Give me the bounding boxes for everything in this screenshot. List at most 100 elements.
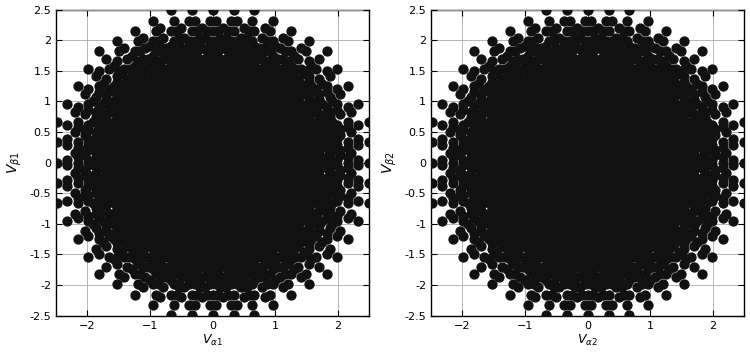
Point [262, 167, 274, 173]
Point [240, 164, 252, 170]
Point [574, 91, 586, 97]
Point [162, 109, 174, 114]
Point [183, 94, 195, 99]
Point [554, 214, 566, 219]
Point [209, 205, 221, 211]
Point [561, 190, 573, 195]
Point [544, 142, 556, 148]
Point [563, 170, 575, 176]
Point [241, 167, 253, 173]
Point [696, 271, 708, 277]
Point [282, 144, 294, 150]
Point [572, 122, 584, 127]
Point [496, 173, 508, 178]
Point [144, 154, 156, 160]
Point [124, 107, 136, 113]
Point [305, 221, 317, 227]
Point [678, 109, 690, 114]
Point [543, 18, 555, 23]
Point [147, 120, 159, 125]
Point [576, 89, 588, 95]
Point [217, 157, 229, 163]
Point [603, 130, 615, 136]
Point [165, 200, 177, 206]
Point [176, 190, 188, 195]
Point [305, 119, 317, 125]
Point [678, 200, 690, 206]
Point [579, 53, 591, 59]
Point [580, 96, 592, 102]
Point [683, 150, 695, 155]
Point [258, 236, 270, 242]
Point [118, 168, 130, 174]
Point [572, 200, 584, 206]
Point [178, 76, 190, 82]
Point [136, 56, 148, 61]
Point [595, 284, 607, 290]
Point [670, 178, 682, 183]
Point [173, 176, 185, 181]
Point [543, 190, 555, 196]
Point [579, 200, 591, 206]
Point [509, 162, 520, 168]
Point [256, 91, 268, 97]
Point [541, 157, 553, 163]
Point [298, 132, 310, 138]
Point [540, 125, 552, 130]
Point [219, 58, 231, 64]
Point [584, 208, 596, 214]
Point [140, 86, 152, 92]
Point [662, 53, 674, 59]
Point [551, 154, 563, 160]
Point [668, 147, 680, 153]
Point [581, 183, 593, 189]
Point [116, 147, 128, 153]
Point [636, 176, 648, 181]
Point [561, 150, 573, 156]
Point [233, 134, 245, 139]
Point [116, 193, 128, 199]
Point [646, 182, 658, 188]
Point [124, 254, 136, 259]
Point [527, 79, 539, 85]
Point [626, 109, 638, 114]
Point [282, 282, 294, 287]
Point [321, 200, 333, 206]
Point [563, 225, 575, 231]
Point [256, 228, 268, 234]
Point [616, 91, 628, 97]
Point [517, 76, 529, 82]
Point [662, 211, 674, 217]
Point [209, 129, 221, 135]
Point [675, 154, 687, 160]
Point [603, 150, 615, 156]
Point [243, 134, 255, 139]
Point [160, 254, 172, 259]
Point [527, 140, 539, 146]
Point [647, 150, 659, 155]
Point [93, 271, 105, 277]
Point [285, 292, 297, 297]
Point [290, 98, 302, 104]
Point [230, 96, 242, 102]
Point [592, 254, 604, 259]
Point [191, 48, 203, 54]
Point [254, 221, 266, 227]
Point [514, 142, 526, 148]
Point [285, 190, 297, 195]
Point [706, 162, 718, 168]
Point [602, 218, 613, 224]
Point [522, 74, 534, 79]
Point [604, 173, 616, 178]
Point [527, 176, 539, 181]
Point [188, 53, 200, 59]
Point [238, 152, 250, 157]
Point [654, 271, 666, 277]
Point [241, 153, 253, 158]
Point [186, 134, 198, 139]
Point [230, 190, 242, 196]
Point [598, 152, 610, 157]
Point [668, 173, 680, 178]
Point [587, 169, 599, 175]
Point [261, 185, 273, 190]
